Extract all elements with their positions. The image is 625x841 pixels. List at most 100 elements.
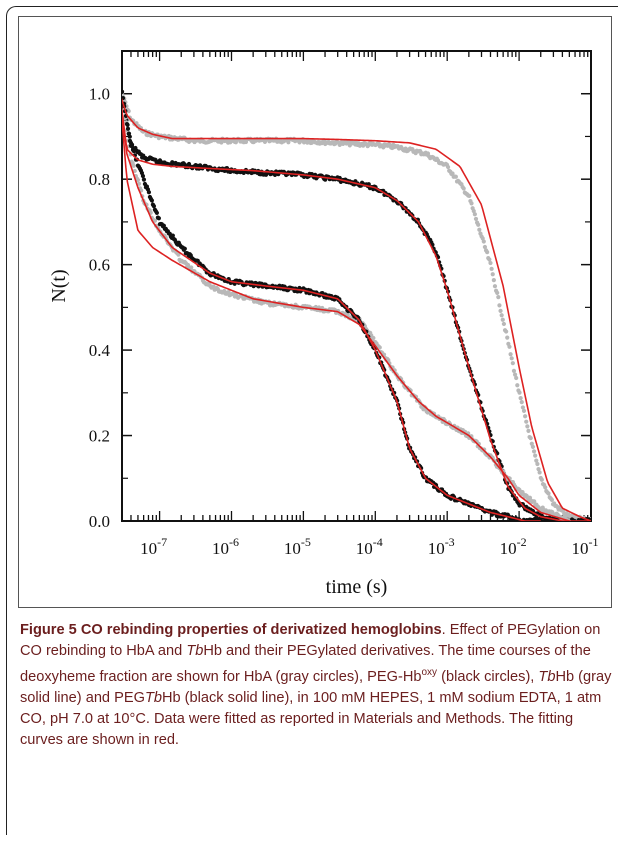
- data-point: [508, 352, 513, 357]
- data-point: [472, 212, 477, 217]
- y-axis-label: N(t): [48, 269, 70, 302]
- data-point: [132, 168, 137, 174]
- data-point: [515, 383, 520, 388]
- data-point: [526, 428, 531, 433]
- y-tick-label: 0.6: [89, 256, 110, 275]
- data-point: [481, 239, 486, 244]
- data-point: [140, 173, 146, 179]
- data-point: [467, 193, 472, 198]
- x-tick-label: 10-1: [572, 535, 599, 558]
- caption-part-0: . Effect of PEGylation on CO rebinding t…: [20, 622, 601, 659]
- data-point: [521, 408, 527, 413]
- caption-part-5: Tb: [538, 668, 556, 685]
- data-point: [505, 335, 510, 340]
- data-point: [445, 164, 451, 170]
- caption-part-6: Hb (gray solid line) and PEG: [20, 668, 612, 706]
- caption-part-8: Hb (black solid line), in 100 mM HEPES, …: [20, 689, 602, 748]
- data-point: [377, 345, 382, 350]
- data-point: [512, 372, 518, 377]
- data-point: [538, 517, 543, 521]
- data-point: [482, 244, 488, 250]
- data-point: [189, 265, 194, 270]
- data-point: [127, 138, 133, 144]
- figure-caption: Figure 5 CO rebinding properties of deri…: [20, 620, 616, 751]
- data-point: [286, 140, 291, 145]
- y-tick-label: 0.4: [89, 341, 111, 360]
- data-point: [480, 236, 485, 241]
- data-point: [534, 458, 539, 463]
- data-point: [124, 121, 130, 127]
- x-tick-label: 10-7: [140, 535, 167, 558]
- data-point: [182, 246, 187, 251]
- data-point: [497, 303, 502, 308]
- data-point: [487, 257, 492, 262]
- data-point: [141, 177, 147, 182]
- data-point: [524, 419, 529, 424]
- data-point: [469, 201, 474, 206]
- caption-part-7: Tb: [144, 689, 162, 706]
- data-point: [491, 278, 496, 283]
- data-point: [154, 210, 159, 215]
- y-tick-label: 0.0: [89, 512, 110, 531]
- plot-panel: 10-7 10-6 10-5 10-4 10-3 10-2 10-1 0.0 0.2 0.4 0.6…: [18, 16, 612, 608]
- data-point: [461, 186, 466, 191]
- data-point: [176, 252, 181, 257]
- data-point: [146, 190, 152, 195]
- data-point: [537, 470, 542, 475]
- x-tick-label: 10-3: [428, 535, 455, 558]
- data-point: [529, 441, 534, 446]
- data-point: [511, 368, 517, 374]
- data-point: [496, 295, 501, 300]
- data-point: [485, 250, 490, 255]
- fit-line-6: [122, 110, 570, 521]
- data-point: [530, 444, 536, 449]
- data-point: [523, 414, 528, 419]
- data-point: [535, 461, 540, 467]
- data-point: [519, 400, 524, 405]
- data-point: [539, 477, 544, 482]
- fit-line-4: [122, 97, 591, 521]
- caption-part-4: (black circles),: [437, 668, 539, 685]
- data-point: [477, 227, 482, 232]
- data-point: [471, 208, 476, 214]
- data-point: [533, 453, 538, 458]
- data-point: [488, 260, 493, 266]
- data-point: [161, 223, 166, 228]
- plot-frame: [121, 50, 592, 522]
- data-point: [549, 497, 555, 503]
- data-point: [122, 89, 125, 95]
- data-point: [136, 181, 142, 186]
- fit-line-7: [122, 105, 541, 521]
- caption-part-1: Tb: [186, 643, 204, 659]
- fit-line-5: [122, 104, 591, 521]
- data-point: [490, 272, 495, 277]
- data-point: [501, 321, 506, 327]
- data-point: [546, 491, 551, 496]
- data-point: [135, 177, 141, 183]
- caption-title: Figure 5 CO rebinding properties of deri…: [20, 622, 442, 638]
- data-point: [520, 405, 525, 410]
- data-point: [476, 222, 481, 227]
- series-1-points: [122, 89, 591, 521]
- data-point: [450, 171, 455, 176]
- figure-frame: [6, 6, 618, 835]
- x-tick-label: 10-5: [284, 535, 311, 558]
- data-point: [525, 424, 530, 429]
- series-0-points: [122, 91, 591, 521]
- data-point: [532, 499, 537, 504]
- data-point: [517, 390, 522, 395]
- data-point: [514, 375, 519, 381]
- data-point: [528, 436, 533, 441]
- data-point: [129, 143, 135, 148]
- data-point: [371, 335, 376, 341]
- caption-part-3: oxy: [421, 667, 438, 678]
- data-point: [473, 216, 479, 222]
- y-tick-label: 1.0: [89, 85, 110, 104]
- y-tick-label: 0.2: [89, 427, 110, 446]
- y-tick-label: 0.8: [89, 170, 110, 189]
- data-point: [152, 218, 158, 223]
- data-point: [131, 149, 137, 154]
- data-point: [495, 290, 500, 295]
- data-point: [500, 317, 505, 322]
- data-point: [492, 284, 498, 289]
